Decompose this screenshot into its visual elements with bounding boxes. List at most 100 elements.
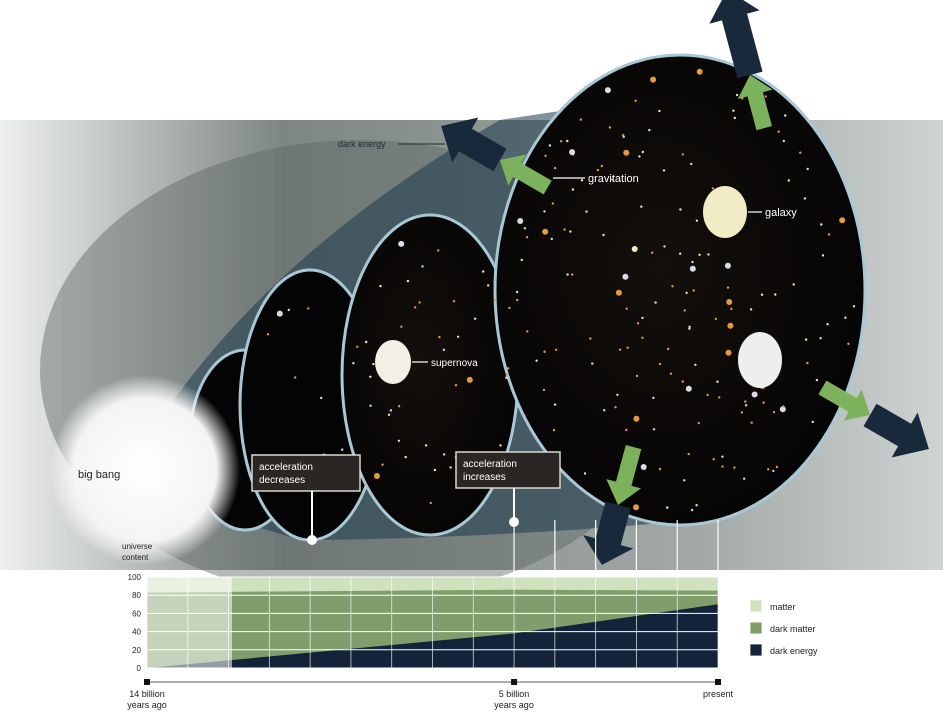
star xyxy=(499,444,502,447)
legend-swatch xyxy=(749,599,763,613)
star xyxy=(398,240,405,247)
gravity-arrow-icon xyxy=(737,75,773,131)
star xyxy=(782,405,785,408)
star xyxy=(716,380,719,383)
star xyxy=(603,409,606,412)
star xyxy=(689,265,696,272)
galaxy-label: galaxy xyxy=(765,207,797,219)
star xyxy=(591,362,594,365)
star xyxy=(520,258,523,262)
star xyxy=(827,233,831,236)
y-tick-label: 20 xyxy=(132,646,141,655)
star xyxy=(839,217,846,224)
star xyxy=(583,472,587,475)
star xyxy=(623,149,630,156)
star xyxy=(724,262,731,269)
star xyxy=(429,501,432,505)
star xyxy=(397,405,401,408)
star xyxy=(526,330,529,333)
star xyxy=(683,479,686,482)
star xyxy=(621,134,625,137)
star xyxy=(553,403,557,406)
supernova-blob xyxy=(375,340,411,384)
acc-increases-frame xyxy=(455,451,561,489)
star xyxy=(638,155,641,158)
legend-label: dark matter xyxy=(770,624,816,634)
star xyxy=(466,376,473,383)
star xyxy=(454,384,458,387)
star xyxy=(784,114,787,117)
star xyxy=(438,335,441,339)
star xyxy=(654,301,657,304)
star xyxy=(695,219,699,222)
star xyxy=(711,187,715,190)
star xyxy=(443,453,446,456)
gravity-arrow-icon xyxy=(500,154,552,195)
star xyxy=(516,298,519,302)
gravity-arrow-icon xyxy=(818,380,870,421)
star xyxy=(421,265,424,268)
acc-decreases-frame xyxy=(251,454,361,492)
star xyxy=(787,179,790,182)
star xyxy=(433,468,437,472)
star xyxy=(372,362,375,366)
y-tick-label: 40 xyxy=(132,628,141,637)
star xyxy=(418,301,421,304)
gravity-arrow-icon xyxy=(606,444,642,505)
star xyxy=(276,310,283,317)
arrow-top xyxy=(709,0,773,131)
star xyxy=(634,99,637,103)
x-tick-label: years ago xyxy=(494,700,534,710)
acc-decreases-line2: decreases xyxy=(259,475,305,486)
star xyxy=(449,466,452,469)
star xyxy=(804,338,808,341)
star xyxy=(730,307,733,311)
star xyxy=(641,316,644,320)
star xyxy=(400,325,403,328)
star xyxy=(685,385,692,392)
star xyxy=(563,228,566,231)
star xyxy=(815,378,819,382)
star xyxy=(652,396,655,400)
acceleration-decreases-box: acceleration decreases xyxy=(251,454,361,545)
star xyxy=(307,307,310,310)
star xyxy=(844,316,847,319)
star xyxy=(631,246,638,252)
star xyxy=(820,223,823,226)
star xyxy=(633,504,639,511)
star xyxy=(614,406,617,409)
y-title-line2: content xyxy=(122,553,149,562)
star xyxy=(550,237,553,241)
star xyxy=(691,260,694,264)
galaxy-1 xyxy=(703,186,747,238)
star xyxy=(666,506,669,509)
star xyxy=(777,130,780,133)
star xyxy=(636,322,640,325)
chart-grid xyxy=(146,520,719,669)
star xyxy=(356,345,359,348)
star xyxy=(775,465,779,469)
star xyxy=(600,164,603,168)
star xyxy=(442,348,446,351)
star xyxy=(585,210,588,213)
star xyxy=(721,465,724,468)
star xyxy=(287,308,290,312)
star xyxy=(707,253,710,256)
star xyxy=(727,322,734,329)
star xyxy=(437,249,440,252)
star xyxy=(694,363,697,366)
star xyxy=(456,335,460,338)
star xyxy=(365,340,368,344)
legend-label: matter xyxy=(770,602,796,612)
star xyxy=(571,273,574,276)
star xyxy=(847,342,850,345)
star xyxy=(515,290,519,294)
star xyxy=(635,374,639,378)
star xyxy=(688,327,691,330)
star xyxy=(681,153,684,156)
acc-decreases-line1: acceleration xyxy=(259,462,313,473)
series-dark-energy-area xyxy=(147,604,718,668)
star xyxy=(743,477,746,480)
star xyxy=(602,233,605,237)
